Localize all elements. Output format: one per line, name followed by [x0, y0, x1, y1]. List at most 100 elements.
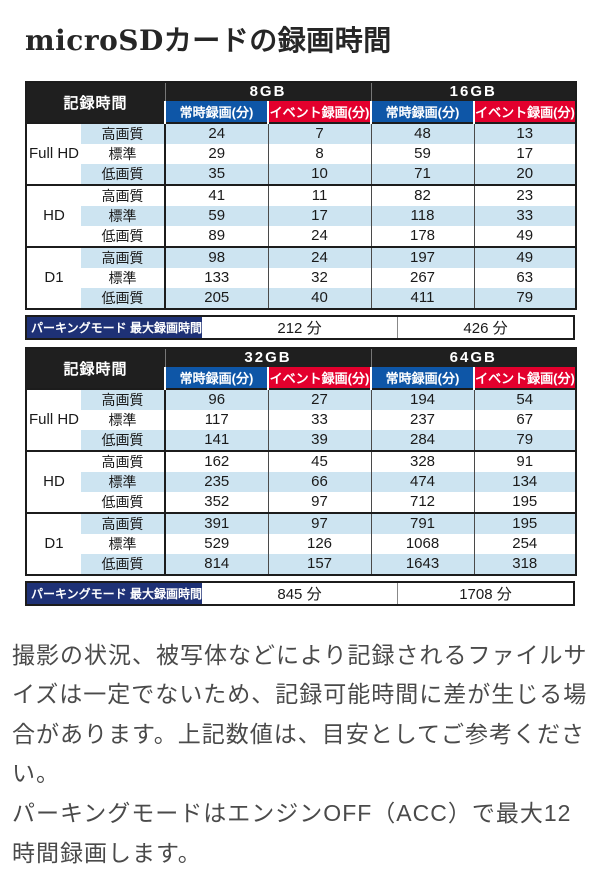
note-file-size: 撮影の状況、被写体などにより記録されるファイルサイズは一定でないため、記録可能時… [12, 641, 588, 787]
minutes-cell: 197 [370, 245, 475, 268]
recording-table-8-16gb: 記録時間 8GB 16GB 常時録画(分) イベント録画(分) 常時録画(分) イベント録画… [25, 80, 578, 340]
minutes-cell: 67 [473, 409, 577, 430]
minutes-cell: 59 [164, 205, 269, 226]
quality-cell: 高画質 [81, 245, 166, 268]
quality-cell: 標準 [81, 409, 166, 430]
resolution-cell: D1 [26, 245, 81, 309]
minutes-cell: 49 [473, 245, 577, 268]
minutes-cell: 63 [473, 267, 577, 288]
parking-mode-row: パーキングモード 最大録画時間 845 分 1708 分 [25, 580, 575, 606]
minutes-cell: 712 [370, 491, 475, 513]
constant-recording-header: 常時録画(分) [370, 366, 475, 389]
minutes-cell: 23 [473, 183, 577, 206]
minutes-cell: 17 [267, 205, 372, 226]
recording-table-32-64gb: 記録時間 32GB 64GB 常時録画(分) イベント録画(分) 常時録画(分) イベント録… [25, 346, 578, 606]
minutes-cell: 79 [473, 287, 577, 309]
table-body: Full HD 高画質 24 7 48 13 標準 29 8 59 17 低画質 35 10 71 20 HD 高… [26, 121, 577, 309]
note-parking-mode: パーキングモードはエンジンOFF（ACC）で最大12時間録画します。 [12, 799, 572, 866]
minutes-cell: 205 [164, 287, 269, 309]
minutes-cell: 178 [370, 225, 475, 247]
table-row: 標準 117 33 237 67 [26, 409, 577, 430]
table-row: D1 高画質 391 97 791 195 [26, 511, 577, 575]
capacity-header: 32GB [164, 347, 372, 367]
quality-cell: 標準 [81, 267, 166, 288]
minutes-cell: 162 [164, 449, 269, 472]
table-row: 低画質 352 97 712 195 [26, 491, 577, 513]
table-row: 低画質 89 24 178 49 [26, 225, 577, 247]
corner-label: 記録時間 [26, 81, 166, 123]
table-header: 記録時間 8GB 16GB 常時録画(分) イベント録画(分) 常時録画(分) イベント録画… [26, 81, 577, 123]
table-row: D1 高画質 98 24 197 49 [26, 245, 577, 309]
table-row: 低画質 205 40 411 79 [26, 287, 577, 309]
minutes-cell: 391 [164, 511, 269, 534]
event-recording-header: イベント録画(分) [473, 366, 577, 389]
minutes-cell: 352 [164, 491, 269, 513]
minutes-cell: 8 [267, 143, 372, 164]
resolution-cell: Full HD [26, 387, 81, 451]
quality-cell: 低画質 [81, 287, 166, 309]
minutes-cell: 29 [164, 143, 269, 164]
quality-cell: 高画質 [81, 183, 166, 206]
minutes-cell: 328 [370, 449, 475, 472]
minutes-cell: 814 [164, 553, 269, 575]
minutes-cell: 91 [473, 449, 577, 472]
minutes-cell: 254 [473, 533, 577, 554]
minutes-cell: 35 [164, 163, 269, 185]
quality-cell: 高画質 [81, 511, 166, 534]
quality-cell: 低画質 [81, 225, 166, 247]
minutes-cell: 157 [267, 553, 372, 575]
minutes-cell: 89 [164, 225, 269, 247]
event-recording-header: イベント録画(分) [267, 100, 372, 123]
minutes-cell: 48 [370, 121, 475, 144]
minutes-cell: 82 [370, 183, 475, 206]
table-body: Full HD 高画質 96 27 194 54 標準 117 33 237 67 低画質 141 39 2… [26, 387, 577, 575]
parking-max-minutes: 426 分 [396, 316, 573, 338]
quality-cell: 標準 [81, 533, 166, 554]
recording-time-table: 記録時間 32GB 64GB 常時録画(分) イベント録画(分) 常時録画(分) イベント録… [25, 346, 578, 576]
table-row: HD 高画質 41 11 82 23 [26, 183, 577, 247]
parking-mode-label: パーキングモード 最大録画時間 [27, 582, 202, 604]
minutes-cell: 97 [267, 511, 372, 534]
minutes-cell: 118 [370, 205, 475, 226]
table-row: HD 高画質 162 45 328 91 [26, 449, 577, 513]
minutes-cell: 17 [473, 143, 577, 164]
table-row: Full HD 高画質 96 27 194 54 [26, 387, 577, 451]
parking-max-minutes: 1708 分 [396, 582, 573, 604]
parking-mode-row: パーキングモード 最大録画時間 212 分 426 分 [25, 314, 575, 340]
minutes-cell: 133 [164, 267, 269, 288]
minutes-cell: 134 [473, 471, 577, 492]
capacity-header: 8GB [164, 81, 372, 101]
minutes-cell: 98 [164, 245, 269, 268]
footnotes: 撮影の状況、被写体などにより記録されるファイルサイズは一定でないため、記録可能時… [12, 636, 588, 873]
table-row: Full HD 高画質 24 7 48 13 [26, 121, 577, 185]
minutes-cell: 39 [267, 429, 372, 451]
table-row: 低画質 141 39 284 79 [26, 429, 577, 451]
minutes-cell: 32 [267, 267, 372, 288]
parking-max-minutes: 845 分 [277, 585, 322, 603]
table-row: 標準 529 126 1068 254 [26, 533, 577, 554]
record-type-header-row: 常時録画(分) イベント録画(分) 常時録画(分) イベント録画(分) [26, 100, 577, 123]
minutes-cell: 7 [267, 121, 372, 144]
quality-cell: 標準 [81, 205, 166, 226]
table-row: 標準 59 17 118 33 [26, 205, 577, 226]
capacity-header: 16GB [370, 81, 577, 101]
minutes-cell: 66 [267, 471, 372, 492]
minutes-cell: 318 [473, 553, 577, 575]
minutes-cell: 20 [473, 163, 577, 185]
minutes-cell: 59 [370, 143, 475, 164]
minutes-cell: 97 [267, 491, 372, 513]
minutes-cell: 237 [370, 409, 475, 430]
corner-label: 記録時間 [26, 347, 166, 389]
minutes-cell: 33 [473, 205, 577, 226]
table-row: 標準 133 32 267 63 [26, 267, 577, 288]
minutes-cell: 1068 [370, 533, 475, 554]
minutes-cell: 267 [370, 267, 475, 288]
minutes-cell: 11 [267, 183, 372, 206]
minutes-cell: 1643 [370, 553, 475, 575]
table-row: 低画質 814 157 1643 318 [26, 553, 577, 575]
minutes-cell: 54 [473, 387, 577, 410]
event-recording-header: イベント録画(分) [473, 100, 577, 123]
quality-cell: 標準 [81, 471, 166, 492]
quality-cell: 低画質 [81, 163, 166, 185]
